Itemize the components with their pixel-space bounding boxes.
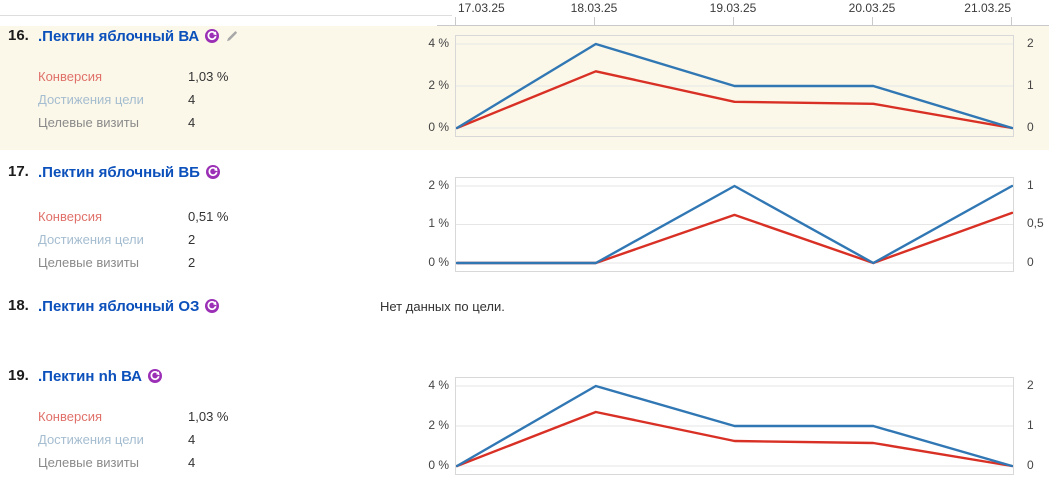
stat-label-goal-reaches: Достижения цели: [38, 232, 144, 247]
goal-title-link[interactable]: .Пектин яблочный ВА: [38, 27, 200, 45]
y-axis-tick-left: 4 %: [428, 36, 449, 50]
y-axis-tick-left: 2 %: [428, 178, 449, 192]
date-tick: [872, 17, 873, 25]
retarget-circle-icon[interactable]: [205, 299, 220, 313]
stat-value-goal-reaches: 4: [188, 92, 196, 107]
stat-value-conversion: 0,51 %: [188, 209, 229, 224]
goal-row-16: 16. .Пектин яблочный ВА Конверсия 1,03 %…: [0, 26, 1049, 150]
date-axis-line: [437, 25, 1049, 26]
retarget-circle-icon[interactable]: [205, 165, 220, 179]
date-tick: [733, 17, 734, 25]
stat-value-conversion: 1,03 %: [188, 409, 229, 424]
stat-value-target-visits: 2: [188, 255, 196, 270]
date-label: 19.03.25: [709, 1, 757, 15]
y-axis-tick-left: 0 %: [428, 458, 449, 472]
goal-trend-chart[interactable]: [455, 377, 1014, 475]
date-label: 18.03.25: [570, 1, 618, 15]
edit-pencil-icon[interactable]: [225, 29, 239, 43]
retarget-circle-icon[interactable]: [148, 369, 163, 383]
y-axis-tick-right: 1: [1027, 78, 1034, 92]
y-axis-tick-left: 4 %: [428, 378, 449, 392]
date-label: 20.03.25: [848, 1, 896, 15]
goal-trend-chart[interactable]: [455, 177, 1014, 272]
no-data-message: Нет данных по цели.: [380, 299, 505, 314]
stat-label-target-visits: Целевые визиты: [38, 255, 140, 270]
goal-row-17: 17. .Пектин яблочный ВБ Конверсия 0,51 %…: [0, 160, 1049, 280]
y-axis-tick-right: 2: [1027, 378, 1034, 392]
date-label: 17.03.25: [458, 1, 505, 15]
y-axis-tick-right: 1: [1027, 178, 1034, 192]
table-top-divider: [0, 15, 452, 16]
stat-label-goal-reaches: Достижения цели: [38, 432, 144, 447]
date-tick: [594, 17, 595, 25]
stat-label-conversion: Конверсия: [38, 209, 103, 224]
y-axis-tick-left: 1 %: [428, 216, 449, 230]
goal-title-link[interactable]: .Пектин яблочный ВБ: [38, 163, 200, 181]
stat-value-conversion: 1,03 %: [188, 69, 229, 84]
goal-row-18: 18. .Пектин яблочный ОЗ Нет данных по це…: [0, 297, 1049, 337]
goal-number: 17.: [8, 163, 29, 180]
stat-label-target-visits: Целевые визиты: [38, 455, 140, 470]
stat-value-goal-reaches: 2: [188, 232, 196, 247]
date-label: 21.03.25: [964, 1, 1011, 15]
y-axis-tick-left: 0 %: [428, 120, 449, 134]
stat-value-target-visits: 4: [188, 115, 196, 130]
stat-label-goal-reaches: Достижения цели: [38, 92, 144, 107]
y-axis-tick-left: 2 %: [428, 418, 449, 432]
date-tick: [455, 17, 456, 25]
goal-trend-chart[interactable]: [455, 35, 1014, 137]
stat-label-conversion: Конверсия: [38, 409, 103, 424]
y-axis-tick-left: 2 %: [428, 78, 449, 92]
y-axis-tick-right: 0: [1027, 120, 1034, 134]
stat-value-target-visits: 4: [188, 455, 196, 470]
y-axis-tick-right: 0: [1027, 255, 1034, 269]
retarget-circle-icon[interactable]: [205, 29, 220, 43]
goal-number: 16.: [8, 27, 29, 44]
goal-number: 19.: [8, 367, 29, 384]
date-tick: [1011, 17, 1012, 25]
stat-label-conversion: Конверсия: [38, 69, 103, 84]
goal-row-19: 19. .Пектин nh ВА Конверсия 1,03 % Дости…: [0, 362, 1049, 489]
goal-title-link[interactable]: .Пектин nh ВА: [38, 367, 143, 385]
y-axis-tick-right: 0: [1027, 458, 1034, 472]
goal-number: 18.: [8, 297, 29, 314]
y-axis-tick-right: 0,5: [1027, 216, 1044, 230]
y-axis-tick-right: 2: [1027, 36, 1034, 50]
y-axis-tick-left: 0 %: [428, 255, 449, 269]
goal-title-link[interactable]: .Пектин яблочный ОЗ: [38, 297, 200, 315]
stat-value-goal-reaches: 4: [188, 432, 196, 447]
y-axis-tick-right: 1: [1027, 418, 1034, 432]
stat-label-target-visits: Целевые визиты: [38, 115, 140, 130]
